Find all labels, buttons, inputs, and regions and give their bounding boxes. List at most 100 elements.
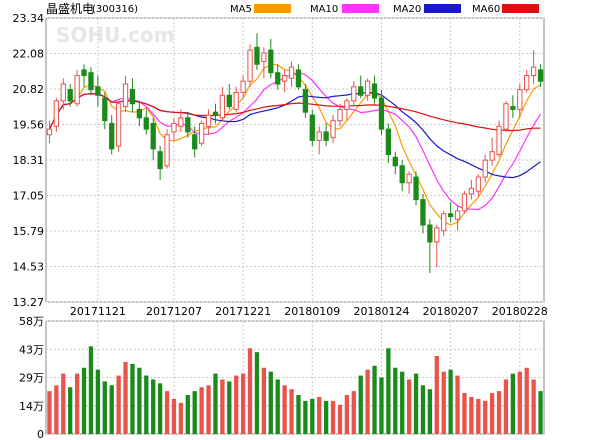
volume-bar xyxy=(61,373,66,434)
price-grid xyxy=(45,17,545,303)
candle xyxy=(219,86,226,121)
candle-body xyxy=(288,66,295,79)
candle-body xyxy=(337,108,343,122)
volume-bar xyxy=(358,375,363,434)
candle xyxy=(185,112,191,138)
volume-tick-label: 14万 xyxy=(19,400,44,413)
candle-body xyxy=(461,193,468,212)
price-tick-label: 23.34 xyxy=(13,12,45,25)
candle xyxy=(150,117,156,161)
volume-bar xyxy=(330,400,336,434)
candle xyxy=(109,115,115,155)
candle-body xyxy=(434,227,440,243)
volume-tick-label: 29万 xyxy=(19,372,44,385)
candle xyxy=(67,83,73,107)
candle xyxy=(461,191,468,214)
candle xyxy=(510,95,516,118)
candle-body xyxy=(109,122,115,150)
candle xyxy=(302,83,309,118)
candle-body xyxy=(475,176,481,192)
candle-body xyxy=(129,89,136,105)
volume-bar xyxy=(254,352,260,434)
volume-bar xyxy=(130,363,135,434)
candle xyxy=(503,100,509,132)
price-tick-label: 22.08 xyxy=(13,48,45,61)
watermark: SOHU.com xyxy=(56,23,174,47)
candle-body xyxy=(441,213,447,232)
candle xyxy=(247,44,253,87)
volume-bar xyxy=(413,373,419,434)
candle xyxy=(95,75,101,107)
candle xyxy=(371,75,378,104)
candle xyxy=(192,126,198,158)
candle-body xyxy=(302,89,309,113)
candle xyxy=(88,67,94,96)
volume-bar xyxy=(185,395,190,434)
candle xyxy=(309,109,315,147)
candle xyxy=(392,151,398,175)
candle xyxy=(115,100,122,152)
date-tick-label: 20171221 xyxy=(215,305,271,318)
candle xyxy=(275,64,281,90)
volume-bar xyxy=(337,404,343,434)
price-tick-label: 20.82 xyxy=(13,83,45,96)
candle xyxy=(399,160,405,192)
candle-body xyxy=(406,173,412,184)
candle-body xyxy=(295,69,302,88)
candle-body xyxy=(102,97,108,122)
volume-bar xyxy=(434,356,439,434)
candle xyxy=(434,225,440,268)
volume-bar xyxy=(503,379,509,434)
volume-bar xyxy=(227,381,232,434)
volume-bar xyxy=(517,371,522,434)
volume-bar xyxy=(47,391,52,434)
candle-body xyxy=(185,117,191,133)
candle xyxy=(337,103,343,127)
candle xyxy=(517,83,523,118)
candle xyxy=(233,86,239,113)
candle xyxy=(268,38,274,79)
volume-bar xyxy=(247,348,253,434)
candle xyxy=(198,120,205,147)
candle-body xyxy=(60,83,66,102)
candle-body xyxy=(524,75,530,91)
candle-body xyxy=(364,80,371,96)
volume-bar xyxy=(489,393,495,434)
volume-y-axis: 58万 43万 29万 14万 0 xyxy=(19,315,44,440)
candle-body xyxy=(281,75,288,82)
price-tick-label: 15.79 xyxy=(13,225,45,238)
legend-ma60-label: MA60 xyxy=(472,4,500,15)
volume-bar xyxy=(123,361,128,434)
candle xyxy=(53,98,60,132)
volume-tick-label: 58万 xyxy=(19,315,44,328)
candle-body xyxy=(157,151,163,170)
candle-body xyxy=(219,94,226,119)
volume-bar xyxy=(393,367,398,434)
volume-bar xyxy=(462,393,467,434)
candle-body xyxy=(399,165,405,184)
candle-body xyxy=(95,86,101,96)
volume-bar xyxy=(213,373,218,434)
candle-body xyxy=(385,128,392,156)
candle-body xyxy=(205,114,212,127)
candle-body xyxy=(275,72,281,85)
candle-body xyxy=(143,117,149,130)
volume-bar xyxy=(427,389,433,434)
candle-body xyxy=(503,103,509,130)
volume-bar xyxy=(109,385,114,434)
candle xyxy=(122,75,129,113)
candle xyxy=(447,202,454,223)
candle-body xyxy=(517,89,523,110)
volume-bar xyxy=(171,398,177,434)
candle-body xyxy=(164,134,170,167)
volume-bar xyxy=(476,398,481,434)
candle-body xyxy=(198,122,205,144)
candle-body xyxy=(330,120,336,139)
volume-bar xyxy=(88,346,94,434)
candle-body xyxy=(240,80,246,93)
candle xyxy=(281,69,288,93)
volume-bar xyxy=(483,400,488,434)
candle-body xyxy=(392,156,398,167)
volume-bars xyxy=(47,346,543,434)
candlesticks xyxy=(46,33,544,273)
